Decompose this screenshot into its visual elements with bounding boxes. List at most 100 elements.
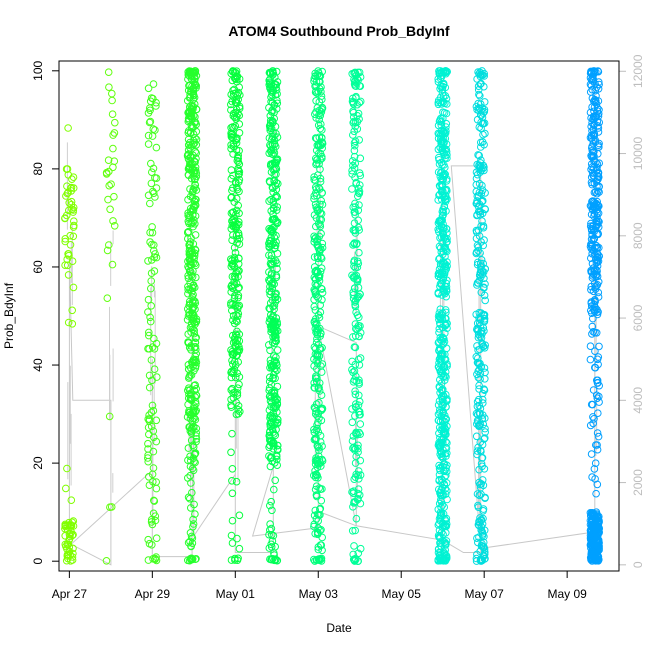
data-point	[477, 288, 486, 297]
data-point	[145, 345, 153, 353]
data-point	[266, 526, 274, 534]
y2-tick-label: 10000	[631, 137, 645, 171]
data-point	[269, 438, 278, 446]
data-point	[267, 168, 276, 176]
data-point	[472, 187, 481, 196]
data-point	[270, 305, 278, 314]
data-point	[109, 163, 117, 172]
data-point	[270, 200, 278, 209]
data-point	[473, 447, 482, 455]
data-point	[586, 355, 595, 364]
data-point	[184, 228, 192, 236]
data-point	[586, 222, 595, 230]
data-point	[266, 299, 275, 307]
data-point	[589, 139, 598, 148]
data-point	[145, 481, 154, 490]
data-point	[146, 106, 154, 115]
data-point	[228, 429, 236, 438]
data-point	[587, 202, 596, 211]
count-line	[68, 79, 596, 566]
data-point	[271, 374, 279, 383]
data-point	[590, 197, 598, 206]
data-point	[317, 83, 325, 91]
data-point	[104, 68, 113, 76]
data-point	[227, 556, 236, 564]
data-point	[268, 259, 277, 268]
data-point	[349, 119, 358, 127]
data-point	[232, 316, 240, 325]
data-point	[587, 268, 596, 276]
data-point	[315, 555, 324, 563]
data-point	[232, 398, 240, 407]
data-point	[144, 84, 153, 93]
x-tick-label: May 09	[547, 587, 587, 601]
data-point	[269, 428, 278, 436]
data-point	[311, 485, 320, 494]
data-point	[480, 327, 488, 335]
data-point	[235, 102, 244, 111]
data-point	[314, 326, 323, 334]
data-point	[310, 511, 319, 520]
data-point	[152, 143, 161, 152]
data-point	[351, 137, 360, 146]
data-point	[69, 283, 78, 292]
data-point	[227, 124, 235, 132]
data-point	[186, 185, 194, 193]
data-point	[148, 256, 156, 264]
data-point	[442, 192, 450, 200]
data-point	[146, 117, 155, 126]
data-point	[351, 141, 359, 150]
data-point	[312, 292, 321, 301]
data-point	[354, 192, 362, 200]
data-point	[472, 353, 481, 361]
data-point	[185, 163, 193, 172]
data-point	[437, 139, 445, 147]
data-point	[268, 361, 276, 370]
data-point	[108, 89, 116, 98]
data-point	[148, 168, 156, 176]
data-point	[153, 373, 161, 381]
data-point	[356, 544, 365, 553]
data-point	[227, 531, 236, 540]
data-point	[348, 357, 356, 366]
data-point	[191, 397, 200, 406]
data-point	[184, 155, 193, 163]
data-point	[150, 497, 159, 505]
data-point	[191, 352, 199, 361]
data-point	[313, 252, 322, 261]
data-point	[349, 378, 358, 386]
data-point	[145, 118, 154, 127]
data-point	[312, 160, 320, 169]
data-point	[589, 551, 598, 559]
data-point	[356, 420, 365, 428]
data-point	[315, 398, 323, 407]
data-point	[144, 439, 152, 448]
data-point	[354, 189, 363, 197]
data-point	[440, 362, 449, 371]
data-point	[192, 105, 201, 114]
data-point	[265, 530, 273, 539]
data-point	[477, 79, 485, 88]
data-point	[354, 216, 363, 225]
data-point	[479, 259, 488, 268]
data-point	[595, 143, 603, 151]
data-point	[235, 231, 243, 240]
data-point	[472, 557, 481, 565]
data-point	[595, 80, 603, 89]
data-point	[352, 514, 361, 523]
data-point	[235, 373, 244, 381]
data-point	[473, 115, 482, 124]
data-point	[149, 406, 158, 415]
data-point	[265, 225, 273, 233]
data-point	[594, 557, 603, 565]
data-point	[191, 334, 200, 343]
data-point	[144, 308, 152, 316]
data-point	[147, 302, 155, 310]
data-point	[144, 556, 153, 564]
data-point	[317, 416, 326, 425]
data-point	[351, 81, 359, 90]
data-point	[233, 534, 241, 543]
data-point	[234, 151, 242, 160]
data-point	[475, 200, 484, 209]
